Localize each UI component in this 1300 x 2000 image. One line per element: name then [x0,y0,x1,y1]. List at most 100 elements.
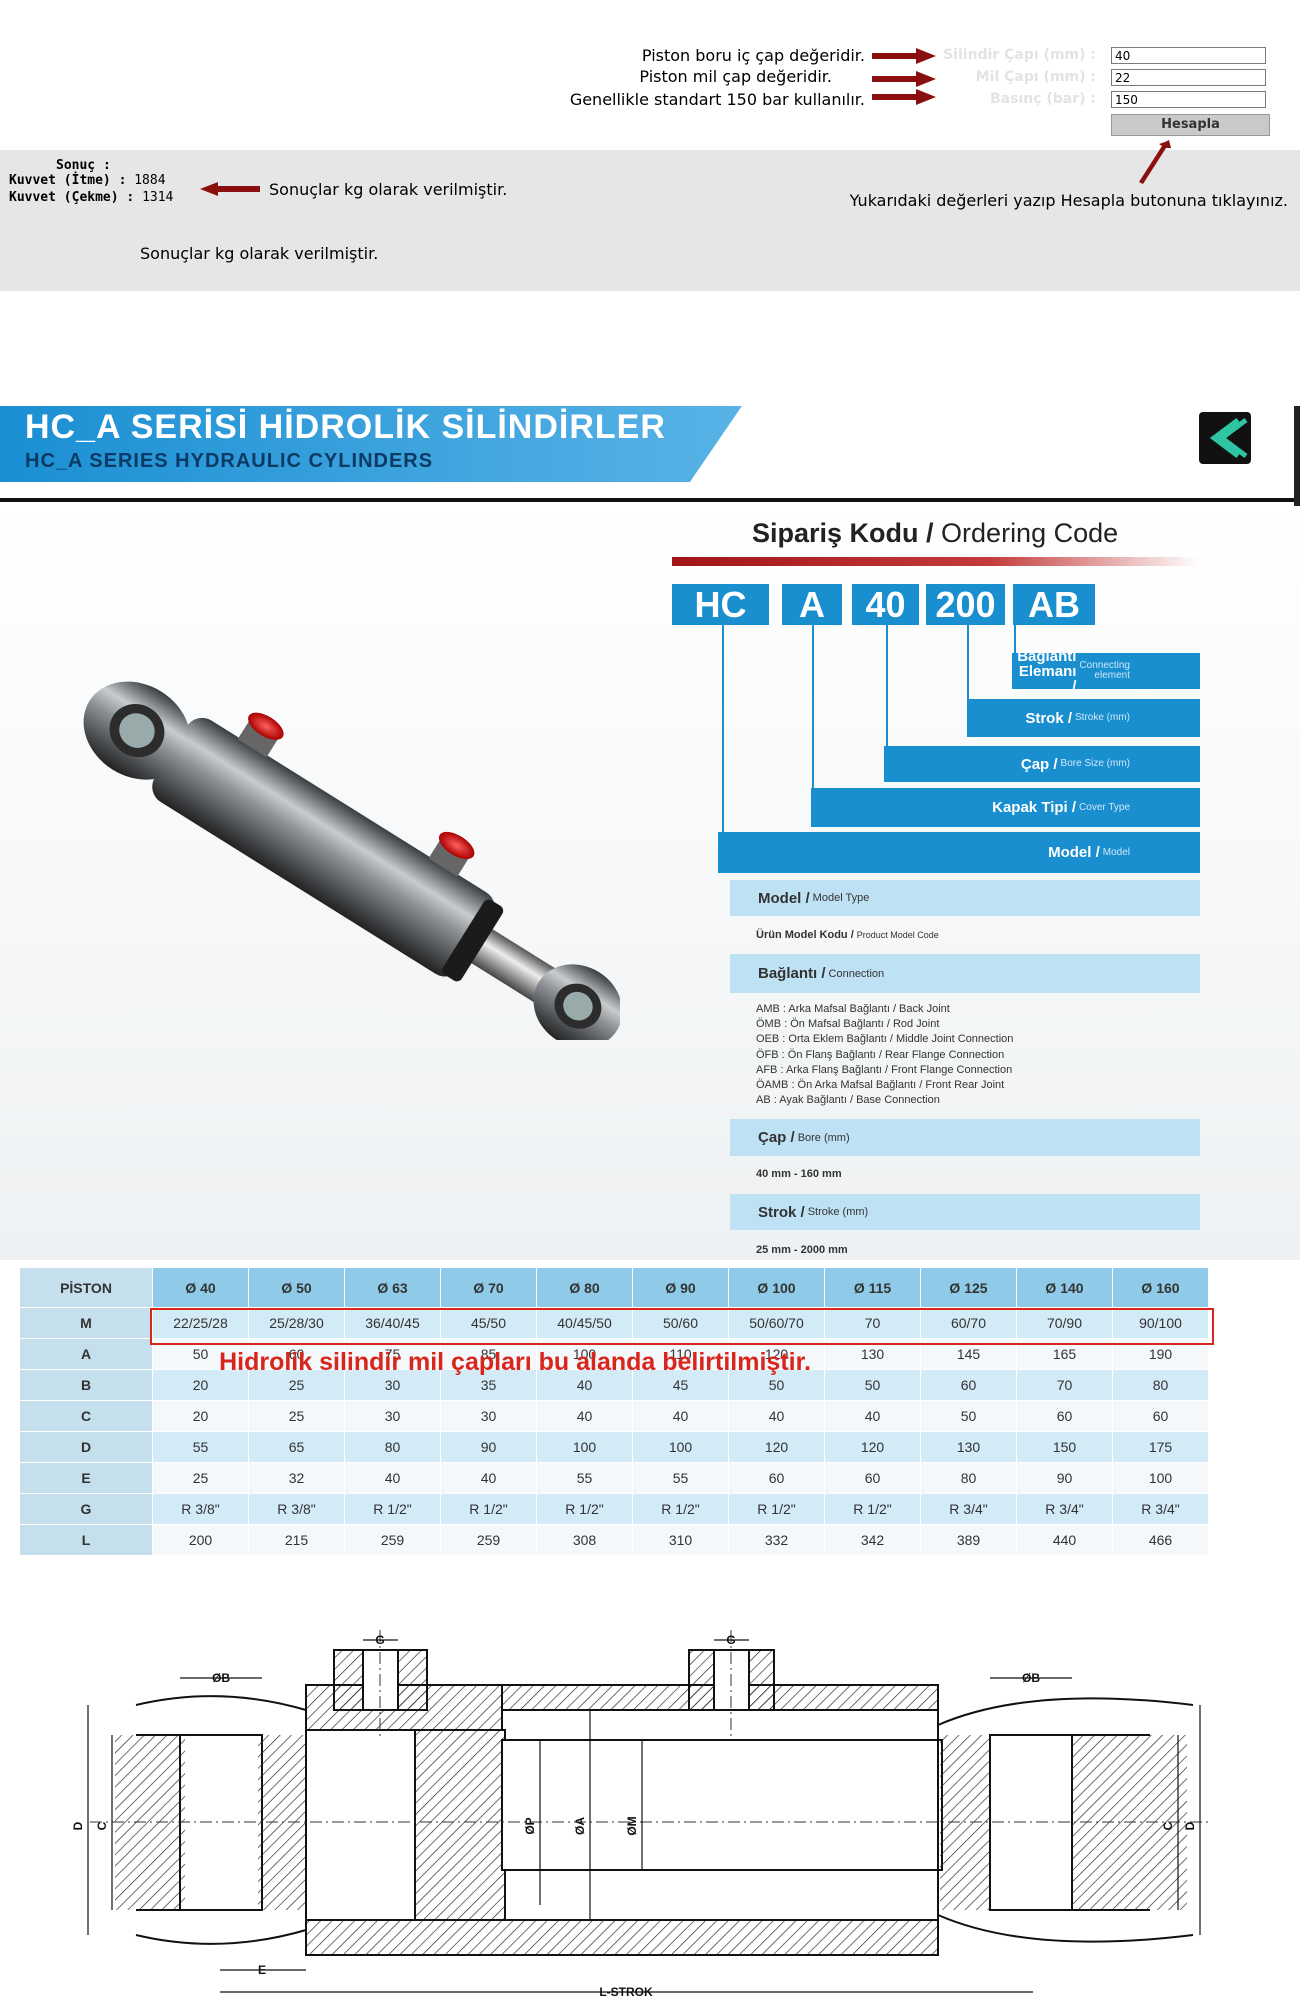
highlight-box [150,1308,1214,1345]
table-cell: 70 [1016,1369,1113,1401]
table-cell: 175 [1112,1431,1209,1463]
table-cell: R 1/2" [824,1493,921,1525]
table-cell: R 1/2" [536,1493,633,1525]
table-cell: 45 [632,1369,729,1401]
product-code: Ürün Model Kodu / Product Model Code [756,929,939,941]
table-header-cell: Ø 90 [632,1267,729,1308]
table-cell: 40 [728,1400,825,1432]
table-cell: 80 [920,1462,1017,1494]
code-bar-tr: Model / [1048,844,1100,861]
result-value: 1884 [134,173,166,188]
table-cell: 50 [728,1369,825,1401]
info-header-tr: Bağlantı / [758,965,826,982]
table-cell: 65 [248,1431,345,1463]
code-box: A [782,584,842,625]
table-cell: 22/25/28 [152,1307,249,1339]
table-cell: 60 [920,1369,1017,1401]
table-row: B 20 25 30 35 40 45 50 50 60 70 80 [19,1369,1209,1401]
table-cell: 342 [824,1524,921,1556]
table-cell: R 1/2" [728,1493,825,1525]
table-cell: 25 [248,1400,345,1432]
table-header-cell: Ø 63 [344,1267,441,1308]
table-cell: 20 [152,1400,249,1432]
connection-item: ÖMB : Ön Mafsal Bağlantı / Rod Joint [756,1018,940,1031]
table-cell: 130 [920,1431,1017,1463]
table-cell: 55 [152,1431,249,1463]
table-cell: R 3/8" [248,1493,345,1525]
table-header-cell: Ø 40 [152,1267,249,1308]
button-hint: Yukarıdaki değerleri yazıp Hesapla buton… [849,191,1288,210]
drawing-label: D [1183,1821,1197,1830]
result-panel [0,150,1300,291]
connection-item: AMB : Arka Mafsal Bağlantı / Back Joint [756,1003,950,1015]
connection-item: ÖFB : Ön Flanş Bağlantı / Rear Flange Co… [756,1048,1005,1061]
table-cell: R 3/4" [920,1493,1017,1525]
table-cell: 389 [920,1524,1017,1556]
table-cell: 308 [536,1524,633,1556]
info-header-en: Connection [828,967,885,980]
table-cell: 50/60/70 [728,1307,825,1339]
drawing-label: C [1161,1821,1175,1830]
banner [0,406,1300,506]
table-cell: 332 [728,1524,825,1556]
table-cell: 40 [824,1400,921,1432]
table-cell: 466 [1112,1524,1209,1556]
cylinder-photo [83,681,620,1040]
table-cell: 40 [536,1369,633,1401]
table-cell: 440 [1016,1524,1113,1556]
table-cell: 30 [344,1369,441,1401]
table-cell: R 1/2" [344,1493,441,1525]
table-cell: R 3/8" [152,1493,249,1525]
result-note: Sonuçlar kg olarak verilmiştir. [269,180,508,199]
table-cell: 80 [344,1431,441,1463]
table-cell: 80 [1112,1369,1209,1401]
table-row: L 200 215 259 259 308 310 332 342 389 440 466 [19,1524,1209,1556]
code-box: 200 [926,584,1005,625]
table-cell: 60/70 [920,1307,1017,1339]
field-label: Basınç (bar) : [989,91,1096,107]
info-header: Strok / Stroke (mm) [730,1194,1200,1230]
table-header-cell: Ø 140 [1016,1267,1113,1308]
result-footer: Sonuçlar kg olarak verilmiştir. [140,244,379,263]
table-cell: 60 [1112,1400,1209,1432]
code-box: 40 [852,584,919,625]
annotation-text: Hidrolik silindir mil çapları bu alanda … [219,1348,811,1376]
table-cell: R 1/2" [632,1493,729,1525]
table-cell: L [19,1524,153,1556]
info-header-tr: Strok / [758,1203,805,1221]
product-code-en: Product Model Code [856,930,939,940]
table-header-cell: Ø 70 [440,1267,537,1308]
drawing-label: ØP [523,1817,537,1834]
table-cell: M [19,1307,153,1339]
info-header: Model / Model Type [730,880,1200,916]
table-cell: G [19,1493,153,1525]
bore-input[interactable] [1111,47,1266,64]
table-cell: 40 [536,1400,633,1432]
table-cell: 25/28/30 [248,1307,345,1339]
button-arrow [1139,140,1171,184]
table-cell: 90 [1016,1462,1113,1494]
connection-item: ÖAMB : Ön Arka Mafsal Bağlantı / Front R… [756,1079,1005,1091]
rod-input[interactable] [1111,69,1266,86]
table-header-cell: PİSTON [19,1267,153,1308]
calculate-button[interactable]: Hesapla [1111,114,1270,136]
table-cell: 55 [632,1462,729,1494]
table-cell: E [19,1462,153,1494]
result-label: Kuvvet (Çekme) : [9,190,135,205]
pressure-input[interactable] [1111,91,1266,108]
drawing-label: ØB [212,1671,230,1685]
table-header-row: PİSTON Ø 40 Ø 50 Ø 63 Ø 70 Ø 80 Ø 90 Ø 100 Ø 115… [19,1267,1209,1308]
drawing-label: ØB [1022,1671,1040,1685]
table-cell: D [19,1431,153,1463]
info-header-tr: Çap / [758,1129,795,1146]
code-bar-en: Stroke (mm) [1075,712,1130,723]
table-header-cell: Ø 80 [536,1267,633,1308]
result-label: Kuvvet (İtme) : [9,173,127,188]
code-bar-tr: Strok / [1025,709,1072,727]
table-cell: 120 [728,1431,825,1463]
table-cell: 150 [1016,1431,1113,1463]
code-bar: Çap / Bore Size (mm) [884,746,1200,782]
table-header-cell: Ø 115 [824,1267,921,1308]
